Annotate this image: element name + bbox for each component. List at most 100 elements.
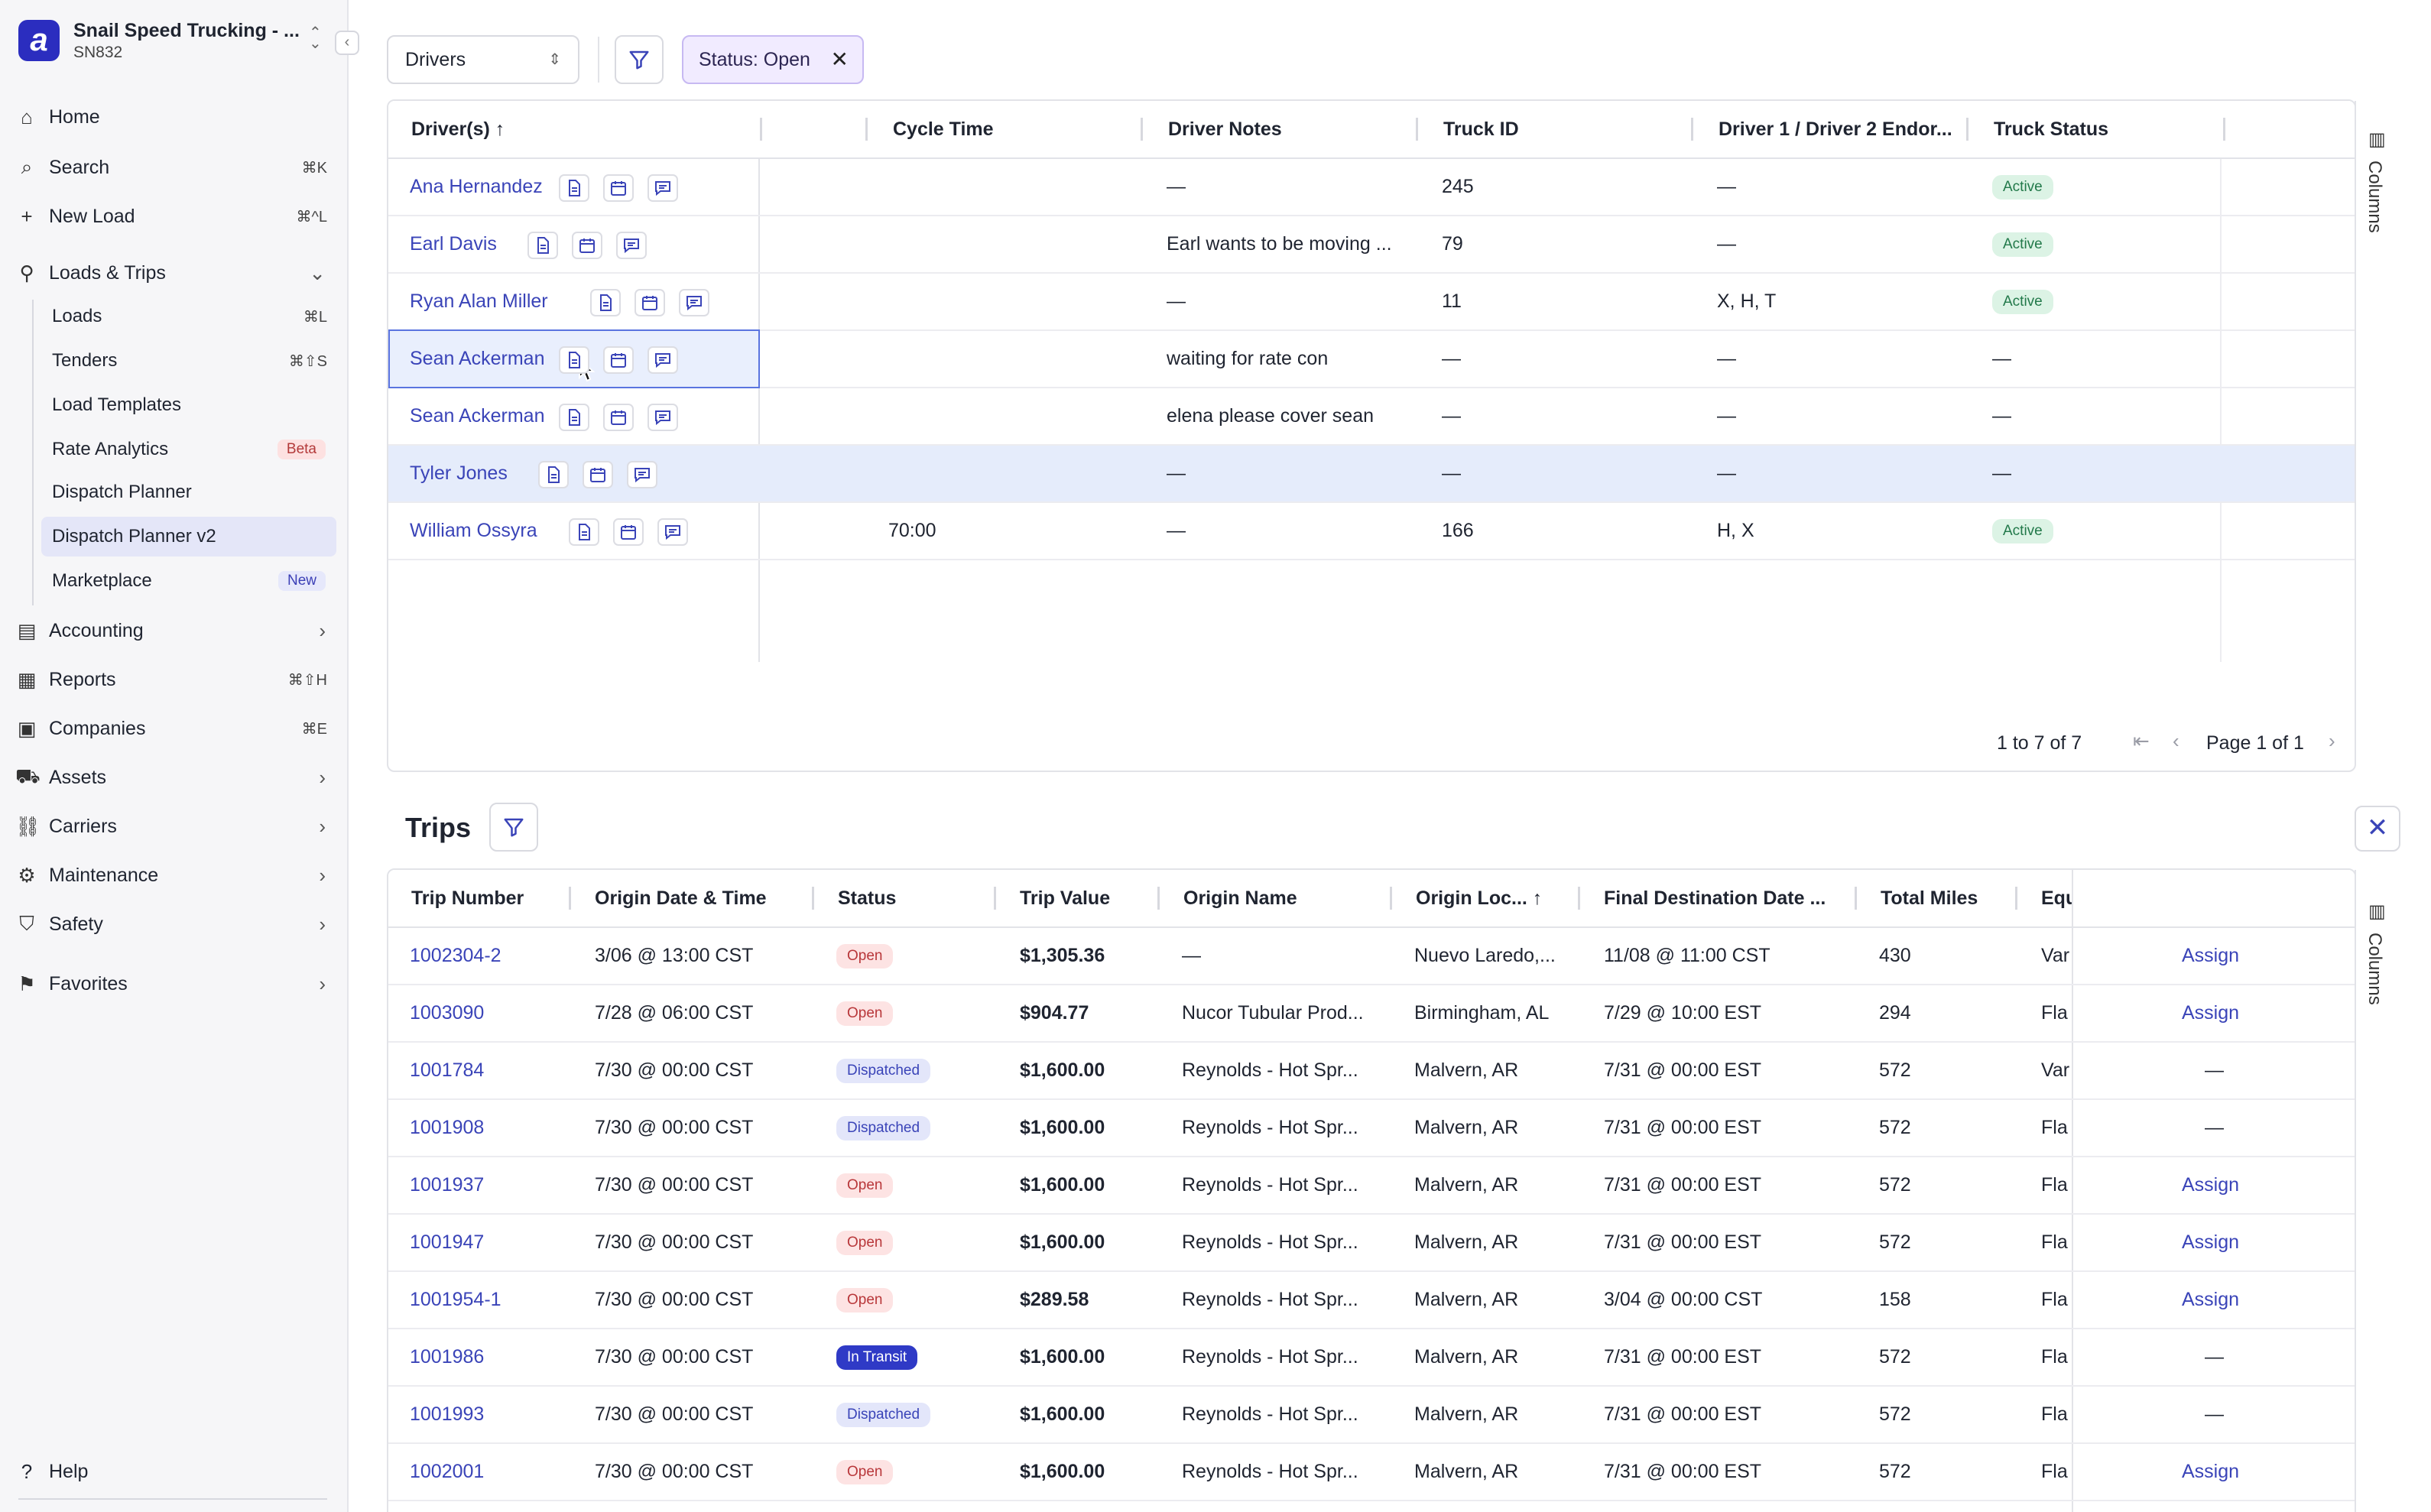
assign-button[interactable]: Assign (2182, 1461, 2240, 1482)
trip-number-link[interactable]: 1002001 (410, 1461, 485, 1482)
driver-name-link[interactable]: Tyler Jones (410, 462, 508, 484)
calendar-button[interactable] (635, 289, 665, 316)
document-button[interactable] (569, 518, 599, 546)
calendar-button[interactable] (572, 232, 602, 259)
nav-maintenance[interactable]: ⚙ Maintenance › (15, 855, 335, 896)
message-button[interactable] (616, 232, 647, 259)
driver-notes-cell[interactable]: — (1167, 462, 1186, 484)
driver-name-link[interactable]: Sean Ackerman (410, 348, 545, 369)
nav-loads-trips[interactable]: ⚲ Loads & Trips ⌄ (15, 252, 335, 294)
document-button[interactable] (527, 232, 558, 259)
trip-row[interactable]: 1003090 7/28 @ 06:00 CST Open $904.77 Nucor … (388, 985, 2355, 1043)
col-drivers[interactable]: Driver(s) ↑ (411, 101, 505, 157)
sub-item-load-templates[interactable]: Load Templates (41, 385, 336, 425)
driver-row[interactable]: Tyler Jones — — — — (388, 446, 2355, 503)
next-page-icon[interactable]: › (2329, 729, 2335, 752)
calendar-button[interactable] (603, 174, 634, 202)
nav-favorites[interactable]: ⚑ Favorites › (15, 963, 335, 1004)
driver-name-link[interactable]: Ana Hernandez (410, 176, 543, 197)
message-button[interactable] (679, 289, 709, 316)
assign-button[interactable]: Assign (2182, 1231, 2240, 1253)
nav-search[interactable]: ⌕ Search ⌘K (15, 147, 335, 188)
col-status[interactable]: Status (838, 887, 897, 909)
col-origin-name[interactable]: Origin Name (1183, 887, 1297, 909)
trip-number-link[interactable]: 1001993 (410, 1403, 485, 1425)
col-final-destination[interactable]: Final Destination Date ... (1604, 887, 1826, 909)
nav-companies[interactable]: ▣ Companies ⌘E (15, 708, 335, 749)
trip-number-link[interactable]: 1001954-1 (410, 1289, 501, 1310)
trip-row[interactable]: 1001937 7/30 @ 00:00 CST Open $1,600.00 Reyn… (388, 1157, 2355, 1215)
sub-item-loads[interactable]: Loads ⌘L (41, 297, 336, 336)
assign-button[interactable]: Assign (2182, 1174, 2240, 1196)
first-page-icon[interactable]: ⇤ (2133, 729, 2150, 752)
trip-number-link[interactable]: 1003090 (410, 1002, 485, 1024)
trip-number-link[interactable]: 1001908 (410, 1117, 485, 1138)
col-endorsements[interactable]: Driver 1 / Driver 2 Endor... (1719, 118, 1952, 140)
driver-notes-cell[interactable]: — (1167, 520, 1186, 541)
calendar-button[interactable] (603, 404, 634, 431)
prev-page-icon[interactable]: ‹ (2173, 729, 2179, 752)
sub-item-dispatch-planner-v2[interactable]: Dispatch Planner v2 (41, 517, 336, 556)
column-resizer[interactable] (1966, 118, 1968, 141)
nav-carriers[interactable]: ⛓ Carriers › (15, 806, 335, 847)
col-trip-value[interactable]: Trip Value (1020, 887, 1111, 909)
trip-row[interactable]: 1002001 7/30 @ 00:00 CST Open $1,600.00 Reyn… (388, 1444, 2355, 1501)
calendar-button[interactable] (583, 461, 613, 488)
driver-notes-cell[interactable]: — (1167, 290, 1186, 312)
assign-button[interactable]: Assign (2182, 945, 2240, 966)
driver-row[interactable]: Sean Ackerman elena please cover sean — — — (388, 388, 2355, 446)
driver-notes-cell[interactable]: waiting for rate con (1167, 348, 1329, 369)
sub-item-dispatch-planner[interactable]: Dispatch Planner (41, 472, 336, 512)
driver-notes-cell[interactable]: — (1167, 176, 1186, 197)
assign-button[interactable]: Assign (2182, 1289, 2240, 1310)
message-button[interactable] (648, 346, 678, 374)
trip-number-link[interactable]: 1002304-2 (410, 945, 501, 966)
trips-filter-button[interactable] (489, 803, 538, 852)
driver-notes-cell[interactable]: elena please cover sean (1167, 405, 1375, 427)
message-button[interactable] (648, 404, 678, 431)
trip-row[interactable]: 1001784 7/30 @ 00:00 CST Dispatched $1,600.… (388, 1043, 2355, 1100)
col-cycle-time[interactable]: Cycle Time (893, 118, 994, 140)
nav-assets[interactable]: ⛟ Assets › (15, 757, 335, 798)
assign-button[interactable]: Assign (2182, 1002, 2240, 1024)
column-resizer[interactable] (2223, 118, 2225, 141)
col-truck-id[interactable]: Truck ID (1443, 118, 1519, 140)
col-origin-location[interactable]: Origin Loc... ↑ (1416, 870, 1542, 926)
trip-row[interactable]: 1002304-2 3/06 @ 13:00 CST Open $1,305.36 — N… (388, 928, 2355, 985)
trip-row[interactable]: 1001986 7/30 @ 00:00 CST In Transit $1,600.… (388, 1329, 2355, 1387)
column-resizer[interactable] (569, 887, 571, 910)
document-button[interactable] (559, 174, 589, 202)
trip-number-link[interactable]: 1001986 (410, 1346, 485, 1368)
column-resizer[interactable] (1691, 118, 1693, 141)
nav-safety[interactable]: ⛉ Safety › (15, 904, 335, 945)
col-truck-status[interactable]: Truck Status (1994, 118, 2109, 140)
trip-row[interactable]: 1001908 7/30 @ 00:00 CST Dispatched $1,600.… (388, 1100, 2355, 1157)
column-resizer[interactable] (1157, 887, 1160, 910)
driver-name-link[interactable]: Sean Ackerman (410, 405, 545, 427)
close-icon[interactable]: ✕ (830, 47, 849, 71)
trip-number-link[interactable]: 1001947 (410, 1231, 485, 1253)
driver-name-link[interactable]: William Ossyra (410, 520, 537, 541)
col-driver-notes[interactable]: Driver Notes (1168, 118, 1282, 140)
sub-item-rate-analytics[interactable]: Rate Analytics Beta (41, 430, 336, 469)
close-trips-button[interactable]: ✕ (2355, 806, 2400, 852)
driver-row[interactable]: Earl Davis Earl wants to be moving ... 79… (388, 216, 2355, 274)
help-link[interactable]: ? Help (15, 1452, 89, 1491)
document-button[interactable] (559, 404, 589, 431)
trips-columns-rail[interactable]: ▥ Columns (2355, 870, 2402, 1510)
col-equipment[interactable]: Equ (2041, 887, 2072, 909)
driver-row[interactable]: Ana Hernandez — 245 — Active (388, 159, 2355, 216)
column-resizer[interactable] (760, 118, 762, 141)
nav-home[interactable]: ⌂ Home (15, 96, 335, 138)
column-resizer[interactable] (994, 887, 996, 910)
column-resizer[interactable] (2015, 887, 2017, 910)
column-resizer[interactable] (1578, 887, 1580, 910)
sub-item-marketplace[interactable]: Marketplace New (41, 561, 336, 601)
driver-row[interactable]: William Ossyra 70:00 — 166 H, X Active (388, 503, 2355, 560)
driver-name-link[interactable]: Earl Davis (410, 233, 497, 255)
message-button[interactable] (627, 461, 657, 488)
document-button[interactable] (559, 346, 589, 374)
calendar-button[interactable] (603, 346, 634, 374)
column-resizer[interactable] (812, 887, 814, 910)
driver-row[interactable]: Ryan Alan Miller — 11 X, H, T Active (388, 274, 2355, 331)
